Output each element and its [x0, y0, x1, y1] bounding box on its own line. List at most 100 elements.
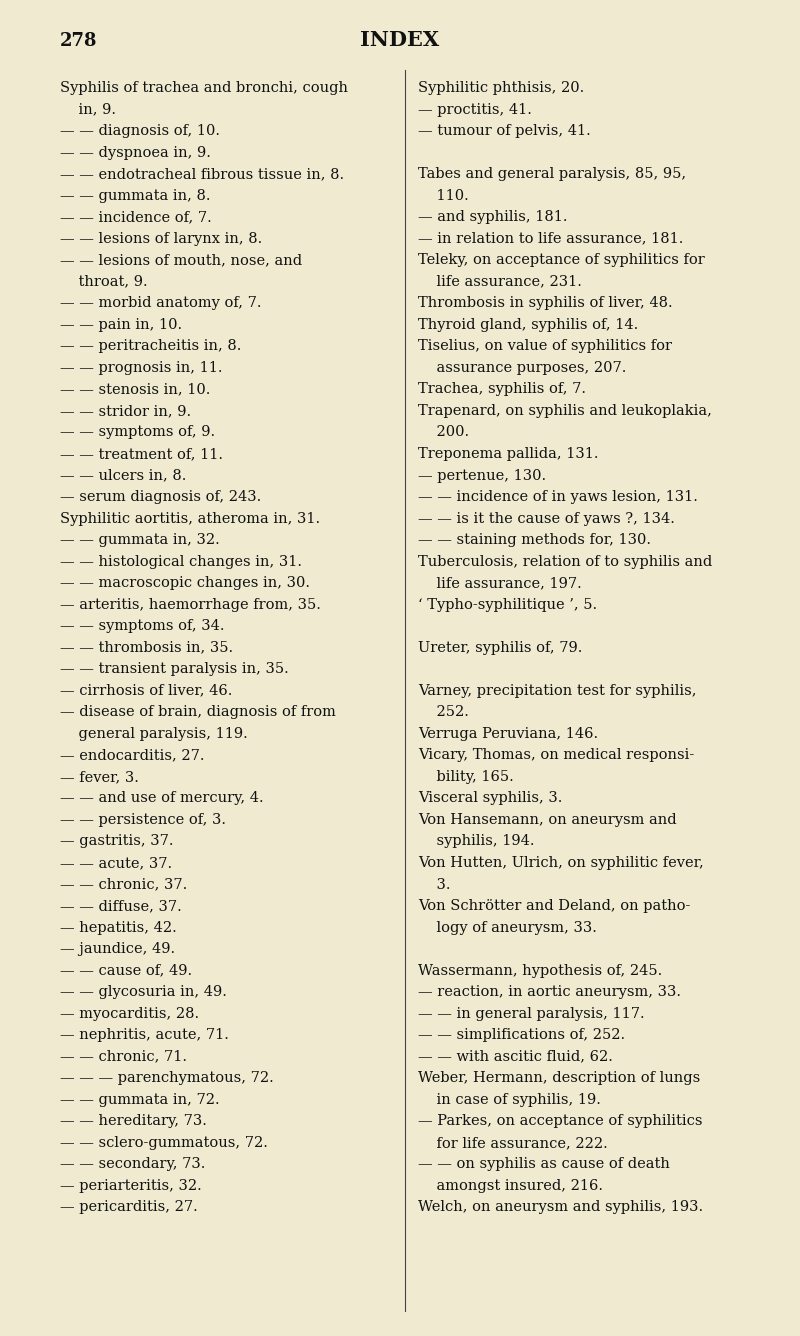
Text: — — on syphilis as cause of death: — — on syphilis as cause of death	[418, 1157, 670, 1172]
Text: Varney, precipitation test for syphilis,: Varney, precipitation test for syphilis,	[418, 684, 697, 697]
Text: in case of syphilis, 19.: in case of syphilis, 19.	[418, 1093, 601, 1106]
Text: in, 9.: in, 9.	[60, 103, 116, 116]
Text: — tumour of pelvis, 41.: — tumour of pelvis, 41.	[418, 124, 590, 138]
Text: — proctitis, 41.: — proctitis, 41.	[418, 103, 532, 116]
Text: Visceral syphilis, 3.: Visceral syphilis, 3.	[418, 791, 562, 806]
Text: — cirrhosis of liver, 46.: — cirrhosis of liver, 46.	[60, 684, 232, 697]
Text: — and syphilis, 181.: — and syphilis, 181.	[418, 210, 567, 224]
Text: — gastritis, 37.: — gastritis, 37.	[60, 835, 174, 848]
Text: 110.: 110.	[418, 188, 469, 203]
Text: — — endotracheal fibrous tissue in, 8.: — — endotracheal fibrous tissue in, 8.	[60, 167, 344, 182]
Text: — disease of brain, diagnosis of from: — disease of brain, diagnosis of from	[60, 705, 336, 719]
Text: Weber, Hermann, description of lungs: Weber, Hermann, description of lungs	[418, 1071, 700, 1085]
Text: — — incidence of in yaws lesion, 131.: — — incidence of in yaws lesion, 131.	[418, 490, 698, 504]
Text: — — acute, 37.: — — acute, 37.	[60, 856, 172, 870]
Text: — serum diagnosis of, 243.: — serum diagnosis of, 243.	[60, 490, 262, 504]
Text: — hepatitis, 42.: — hepatitis, 42.	[60, 921, 177, 935]
Text: Syphilis of trachea and bronchi, cough: Syphilis of trachea and bronchi, cough	[60, 81, 348, 95]
Text: Vicary, Thomas, on medical responsi-: Vicary, Thomas, on medical responsi-	[418, 748, 694, 763]
Text: logy of aneurysm, 33.: logy of aneurysm, 33.	[418, 921, 597, 935]
Text: Thyroid gland, syphilis of, 14.: Thyroid gland, syphilis of, 14.	[418, 318, 638, 331]
Text: — — cause of, 49.: — — cause of, 49.	[60, 963, 192, 978]
Text: general paralysis, 119.: general paralysis, 119.	[60, 727, 248, 741]
Text: — — peritracheitis in, 8.: — — peritracheitis in, 8.	[60, 339, 242, 353]
Text: — — staining methods for, 130.: — — staining methods for, 130.	[418, 533, 651, 546]
Text: life assurance, 231.: life assurance, 231.	[418, 275, 582, 289]
Text: — — chronic, 37.: — — chronic, 37.	[60, 878, 187, 891]
Text: 3.: 3.	[418, 878, 450, 891]
Text: assurance purposes, 207.: assurance purposes, 207.	[418, 361, 626, 375]
Text: — — persistence of, 3.: — — persistence of, 3.	[60, 812, 226, 827]
Text: — in relation to life assurance, 181.: — in relation to life assurance, 181.	[418, 231, 683, 246]
Text: Von Hansemann, on aneurysm and: Von Hansemann, on aneurysm and	[418, 812, 677, 827]
Text: — — gummata in, 8.: — — gummata in, 8.	[60, 188, 210, 203]
Text: — myocarditis, 28.: — myocarditis, 28.	[60, 1007, 199, 1021]
Text: — — is it the cause of yaws ?, 134.: — — is it the cause of yaws ?, 134.	[418, 512, 675, 525]
Text: — — lesions of mouth, nose, and: — — lesions of mouth, nose, and	[60, 254, 302, 267]
Text: — jaundice, 49.: — jaundice, 49.	[60, 942, 175, 957]
Text: — — incidence of, 7.: — — incidence of, 7.	[60, 210, 212, 224]
Text: Von Schrötter and Deland, on patho-: Von Schrötter and Deland, on patho-	[418, 899, 690, 912]
Text: — fever, 3.: — fever, 3.	[60, 770, 139, 784]
Text: 278: 278	[60, 32, 98, 49]
Text: — — and use of mercury, 4.: — — and use of mercury, 4.	[60, 791, 264, 806]
Text: — — secondary, 73.: — — secondary, 73.	[60, 1157, 206, 1172]
Text: — — simplifications of, 252.: — — simplifications of, 252.	[418, 1029, 625, 1042]
Text: 200.: 200.	[418, 425, 469, 440]
Text: INDEX: INDEX	[360, 29, 440, 49]
Text: — — lesions of larynx in, 8.: — — lesions of larynx in, 8.	[60, 231, 262, 246]
Text: — — symptoms of, 9.: — — symptoms of, 9.	[60, 425, 215, 440]
Text: — — macroscopic changes in, 30.: — — macroscopic changes in, 30.	[60, 576, 310, 591]
Text: throat, 9.: throat, 9.	[60, 275, 148, 289]
Text: — periarteritis, 32.: — periarteritis, 32.	[60, 1178, 202, 1193]
Text: ‘ Typho-syphilitique ’, 5.: ‘ Typho-syphilitique ’, 5.	[418, 597, 597, 612]
Text: — reaction, in aortic aneurysm, 33.: — reaction, in aortic aneurysm, 33.	[418, 985, 681, 999]
Text: Teleky, on acceptance of syphilitics for: Teleky, on acceptance of syphilitics for	[418, 254, 705, 267]
Text: Ureter, syphilis of, 79.: Ureter, syphilis of, 79.	[418, 641, 582, 655]
Text: — — morbid anatomy of, 7.: — — morbid anatomy of, 7.	[60, 297, 262, 310]
Text: — nephritis, acute, 71.: — nephritis, acute, 71.	[60, 1029, 229, 1042]
Text: — — prognosis in, 11.: — — prognosis in, 11.	[60, 361, 222, 375]
Text: Wassermann, hypothesis of, 245.: Wassermann, hypothesis of, 245.	[418, 963, 662, 978]
Text: — — with ascitic fluid, 62.: — — with ascitic fluid, 62.	[418, 1050, 613, 1063]
Text: — — symptoms of, 34.: — — symptoms of, 34.	[60, 619, 225, 633]
Text: Trapenard, on syphilis and leukoplakia,: Trapenard, on syphilis and leukoplakia,	[418, 403, 712, 418]
Text: Welch, on aneurysm and syphilis, 193.: Welch, on aneurysm and syphilis, 193.	[418, 1201, 703, 1214]
Text: — — in general paralysis, 117.: — — in general paralysis, 117.	[418, 1007, 645, 1021]
Text: syphilis, 194.: syphilis, 194.	[418, 835, 534, 848]
Text: — endocarditis, 27.: — endocarditis, 27.	[60, 748, 205, 763]
Text: Syphilitic aortitis, atheroma in, 31.: Syphilitic aortitis, atheroma in, 31.	[60, 512, 320, 525]
Text: — — pain in, 10.: — — pain in, 10.	[60, 318, 182, 331]
Text: life assurance, 197.: life assurance, 197.	[418, 576, 582, 591]
Text: — — stenosis in, 10.: — — stenosis in, 10.	[60, 382, 210, 397]
Text: — — — parenchymatous, 72.: — — — parenchymatous, 72.	[60, 1071, 274, 1085]
Text: for life assurance, 222.: for life assurance, 222.	[418, 1136, 608, 1150]
Text: — arteritis, haemorrhage from, 35.: — arteritis, haemorrhage from, 35.	[60, 597, 321, 612]
Text: — — thrombosis in, 35.: — — thrombosis in, 35.	[60, 641, 233, 655]
Text: — — chronic, 71.: — — chronic, 71.	[60, 1050, 187, 1063]
Text: — Parkes, on acceptance of syphilitics: — Parkes, on acceptance of syphilitics	[418, 1114, 702, 1129]
Text: — — gummata in, 72.: — — gummata in, 72.	[60, 1093, 220, 1106]
Text: — pertenue, 130.: — pertenue, 130.	[418, 469, 546, 482]
Text: Treponema pallida, 131.: Treponema pallida, 131.	[418, 448, 598, 461]
Text: Thrombosis in syphilis of liver, 48.: Thrombosis in syphilis of liver, 48.	[418, 297, 673, 310]
Text: 252.: 252.	[418, 705, 469, 719]
Text: — pericarditis, 27.: — pericarditis, 27.	[60, 1201, 198, 1214]
Text: Von Hutten, Ulrich, on syphilitic fever,: Von Hutten, Ulrich, on syphilitic fever,	[418, 856, 704, 870]
Text: Verruga Peruviana, 146.: Verruga Peruviana, 146.	[418, 727, 598, 741]
Text: — — hereditary, 73.: — — hereditary, 73.	[60, 1114, 207, 1129]
Text: — — sclero-gummatous, 72.: — — sclero-gummatous, 72.	[60, 1136, 268, 1150]
Text: — — dyspnoea in, 9.: — — dyspnoea in, 9.	[60, 146, 211, 159]
Text: bility, 165.: bility, 165.	[418, 770, 514, 784]
Text: — — diagnosis of, 10.: — — diagnosis of, 10.	[60, 124, 220, 138]
Text: amongst insured, 216.: amongst insured, 216.	[418, 1178, 603, 1193]
Text: Trachea, syphilis of, 7.: Trachea, syphilis of, 7.	[418, 382, 586, 397]
Text: — — ulcers in, 8.: — — ulcers in, 8.	[60, 469, 186, 482]
Text: — — gummata in, 32.: — — gummata in, 32.	[60, 533, 220, 546]
Text: — — histological changes in, 31.: — — histological changes in, 31.	[60, 554, 302, 569]
Text: — — treatment of, 11.: — — treatment of, 11.	[60, 448, 223, 461]
Text: Tiselius, on value of syphilitics for: Tiselius, on value of syphilitics for	[418, 339, 672, 353]
Text: — — transient paralysis in, 35.: — — transient paralysis in, 35.	[60, 663, 289, 676]
Text: — — stridor in, 9.: — — stridor in, 9.	[60, 403, 191, 418]
Text: Tuberculosis, relation of to syphilis and: Tuberculosis, relation of to syphilis an…	[418, 554, 712, 569]
